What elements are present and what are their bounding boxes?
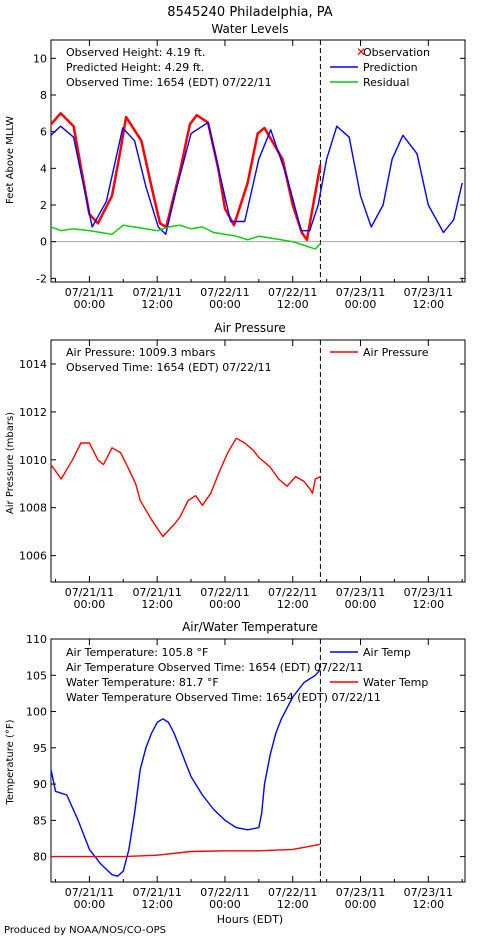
air-pressure-xtick-time: 00:00 <box>209 598 241 611</box>
temperature-xtick-time: 12:00 <box>141 898 173 911</box>
temperature-info-3: Water Temperature: 81.7 °F <box>66 676 219 689</box>
water-levels-ytick-label: -2 <box>36 272 47 285</box>
temperature-ytick-label: 110 <box>26 633 47 646</box>
water-levels-xtick-date: 07/23/11 <box>336 286 385 299</box>
water-levels-series-prediction <box>50 121 463 236</box>
water-levels-xtick-time: 00:00 <box>74 298 106 311</box>
temperature-info-2: Air Temperature Observed Time: 1654 (EDT… <box>66 661 363 674</box>
legend-residual-label: Residual <box>363 76 409 89</box>
air-pressure-xtick-date: 07/22/11 <box>268 586 317 599</box>
air-pressure-xtick-time: 00:00 <box>345 598 377 611</box>
air-pressure-xtick-time: 12:00 <box>277 598 309 611</box>
temperature-plot-frame <box>50 638 466 883</box>
water-levels-xtick-date: 07/21/11 <box>132 286 181 299</box>
water-levels-xtick-date: 07/22/11 <box>200 286 249 299</box>
water-levels-ytick-label: 2 <box>40 199 47 212</box>
water-levels-ytick-label: 0 <box>40 236 47 249</box>
water-levels-series-observation <box>50 112 322 242</box>
legend-water-temp-label: Water Temp <box>363 676 428 689</box>
air-pressure-info-2: Observed Time: 1654 (EDT) 07/22/11 <box>66 361 272 374</box>
legend-prediction-label: Prediction <box>363 61 418 74</box>
water-levels-ylabel: Feet Above MLLW <box>5 116 16 204</box>
temperature-xtick-date: 07/21/11 <box>132 886 181 899</box>
water-levels-ytick-label: 10 <box>33 52 47 65</box>
water-levels-xtick-time: 12:00 <box>141 298 173 311</box>
legend-air-pressure-label: Air Pressure <box>363 346 429 359</box>
water-levels-info-1: Observed Height: 4.19 ft. <box>66 46 205 59</box>
temperature-series-air-temp <box>50 669 321 877</box>
water-levels-xtick-time: 12:00 <box>277 298 309 311</box>
air-pressure-info-1: Air Pressure: 1009.3 mbars <box>66 346 216 359</box>
air-pressure-ytick-label: 1008 <box>19 502 47 515</box>
water-levels-plot-frame <box>50 39 466 283</box>
credit-text: Produced by NOAA/NOS/CO-OPS <box>4 925 166 935</box>
temperature-ytick-label: 95 <box>33 742 47 755</box>
water-levels-xtick-time: 00:00 <box>209 298 241 311</box>
air-pressure-plot-frame <box>50 339 466 583</box>
temperature-ytick-label: 90 <box>33 778 47 791</box>
air-pressure-xtick-date: 07/23/11 <box>336 586 385 599</box>
water-levels-xtick-date: 07/22/11 <box>268 286 317 299</box>
temperature-title: Air/Water Temperature <box>182 620 318 634</box>
temperature-ytick-label: 85 <box>33 814 47 827</box>
water-levels-xtick-time: 00:00 <box>345 298 377 311</box>
air-pressure-title: Air Pressure <box>214 321 286 335</box>
temperature-ytick-label: 100 <box>26 706 47 719</box>
water-levels-title: Water Levels <box>211 22 288 36</box>
temperature-xtick-time: 00:00 <box>345 898 377 911</box>
x-axis-label: Hours (EDT) <box>217 913 283 926</box>
water-levels-xtick-time: 12:00 <box>412 298 444 311</box>
legend-observation-label: Observation <box>363 46 430 59</box>
temperature-ytick-label: 80 <box>33 851 47 864</box>
temperature-xtick-date: 07/22/11 <box>200 886 249 899</box>
water-levels-series-residual <box>50 224 321 250</box>
air-pressure-xtick-date: 07/23/11 <box>404 586 453 599</box>
temperature-info-4: Water Temperature Observed Time: 1654 (E… <box>66 691 381 704</box>
air-pressure-xtick-date: 07/22/11 <box>200 586 249 599</box>
air-pressure-xtick-date: 07/21/11 <box>132 586 181 599</box>
temperature-xtick-time: 12:00 <box>412 898 444 911</box>
temperature-xtick-date: 07/23/11 <box>404 886 453 899</box>
air-pressure-xtick-time: 12:00 <box>141 598 173 611</box>
air-pressure-ytick-label: 1014 <box>19 358 47 371</box>
temperature-xtick-date: 07/22/11 <box>268 886 317 899</box>
air-pressure-ytick-label: 1010 <box>19 454 47 467</box>
legend-air-temp-label: Air Temp <box>363 646 411 659</box>
water-levels-info-3: Observed Time: 1654 (EDT) 07/22/11 <box>66 76 272 89</box>
temperature-xtick-time: 12:00 <box>277 898 309 911</box>
temperature-xtick-time: 00:00 <box>209 898 241 911</box>
air-pressure-xtick-date: 07/21/11 <box>65 586 114 599</box>
temperature-xtick-date: 07/21/11 <box>65 886 114 899</box>
temperature-ylabel: Temperature (°F) <box>5 719 16 805</box>
air-pressure-ylabel: Air Pressure (mbars) <box>5 412 16 514</box>
air-pressure-ytick-label: 1006 <box>19 550 47 563</box>
temperature-xtick-time: 00:00 <box>74 898 106 911</box>
air-pressure-xtick-time: 00:00 <box>74 598 106 611</box>
water-levels-ytick-label: 4 <box>40 162 47 175</box>
water-levels-ytick-label: 8 <box>40 89 47 102</box>
air-pressure-xtick-time: 12:00 <box>412 598 444 611</box>
chart-marks: -2024681007/21/1100:0007/21/1112:0007/22… <box>19 39 466 911</box>
station-title: 8545240 Philadelphia, PA <box>167 5 333 20</box>
air-pressure-series-air-pressure <box>50 437 321 538</box>
air-pressure-ytick-label: 1012 <box>19 406 47 419</box>
temperature-xtick-date: 07/23/11 <box>336 886 385 899</box>
temperature-info-1: Air Temperature: 105.8 °F <box>66 646 208 659</box>
water-levels-ytick-label: 6 <box>40 126 47 139</box>
temperature-ytick-label: 105 <box>26 669 47 682</box>
temperature-series-water-temp <box>51 843 321 858</box>
water-levels-xtick-date: 07/21/11 <box>65 286 114 299</box>
water-levels-xtick-date: 07/23/11 <box>404 286 453 299</box>
legend-observation-marker: ✕ <box>356 45 366 59</box>
water-levels-info-2: Predicted Height: 4.29 ft. <box>66 61 204 74</box>
